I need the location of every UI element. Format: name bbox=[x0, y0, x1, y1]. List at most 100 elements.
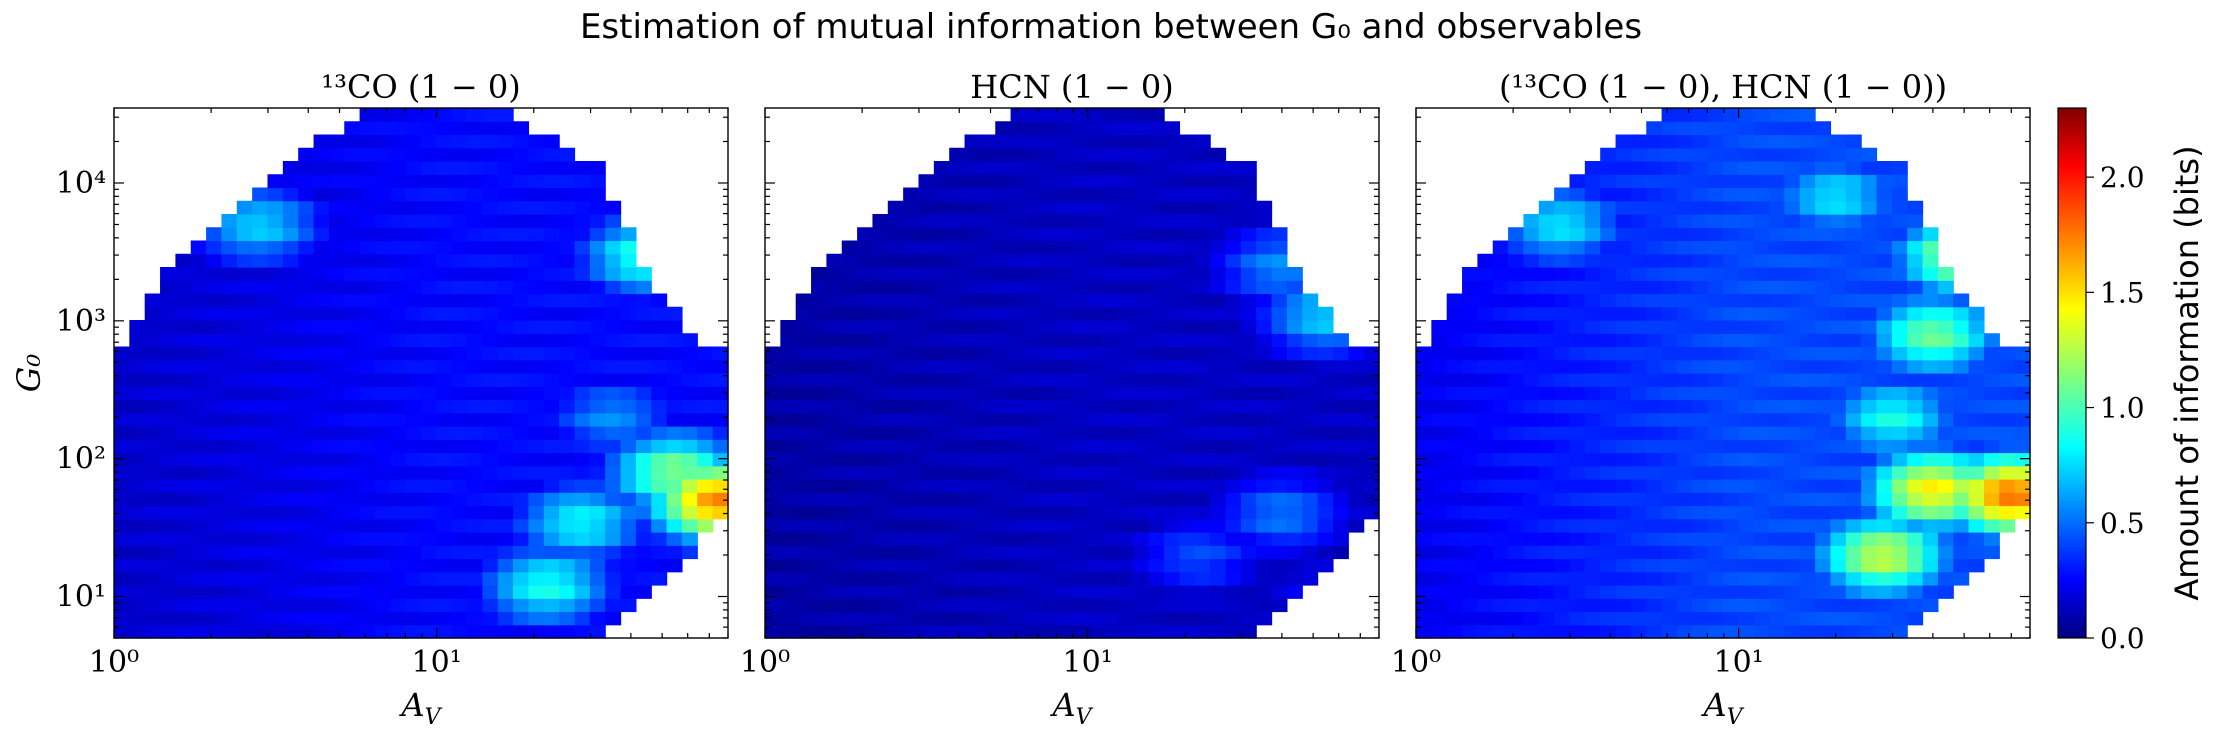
heatmap-cell bbox=[1431, 386, 1448, 401]
heatmap-cell bbox=[1723, 505, 1739, 520]
heatmap-cell bbox=[1738, 214, 1755, 228]
heatmap-cell bbox=[811, 505, 827, 520]
heatmap-cell bbox=[543, 598, 560, 613]
heatmap-cell bbox=[1164, 161, 1181, 175]
heatmap-cell bbox=[1569, 320, 1586, 334]
heatmap-cell bbox=[1225, 346, 1242, 361]
heatmap-cell bbox=[206, 492, 223, 507]
heatmap-cell bbox=[1707, 439, 1724, 454]
heatmap-cell bbox=[482, 518, 499, 533]
heatmap-cell bbox=[872, 545, 889, 560]
heatmap-cell bbox=[1210, 200, 1227, 215]
heatmap-cell bbox=[949, 479, 966, 493]
heatmap-cell bbox=[949, 240, 966, 255]
heatmap-cell bbox=[129, 624, 146, 639]
heatmap-cell bbox=[1830, 545, 1847, 560]
heatmap-cell bbox=[1194, 293, 1211, 308]
heatmap-cell bbox=[795, 306, 812, 321]
heatmap-cell bbox=[574, 426, 591, 440]
heatmap-cell bbox=[1661, 479, 1678, 493]
heatmap-cell bbox=[826, 439, 843, 454]
heatmap-cell bbox=[114, 545, 130, 560]
heatmap-cell bbox=[405, 280, 422, 295]
heatmap-cell bbox=[1876, 505, 1893, 520]
heatmap-cell bbox=[282, 465, 299, 480]
heatmap-cell bbox=[405, 426, 422, 440]
heatmap-cell bbox=[374, 280, 391, 295]
heatmap-cell bbox=[1830, 333, 1847, 348]
heatmap-cell bbox=[933, 280, 950, 295]
heatmap-cell bbox=[1431, 399, 1448, 414]
heatmap-cell bbox=[513, 611, 530, 626]
heatmap-cell bbox=[467, 346, 483, 361]
heatmap-cell bbox=[1523, 306, 1540, 321]
heatmap-cell bbox=[1569, 492, 1586, 507]
heatmap-cell bbox=[995, 359, 1012, 374]
heatmap-cell bbox=[1087, 518, 1104, 533]
heatmap-cell bbox=[1133, 293, 1150, 308]
heatmap-cell bbox=[328, 505, 345, 520]
heatmap-cell bbox=[390, 346, 407, 361]
heatmap-cell bbox=[1240, 386, 1257, 401]
heatmap-cell bbox=[436, 624, 453, 639]
heatmap-cell bbox=[344, 585, 361, 599]
heatmap-cell bbox=[826, 452, 843, 467]
heatmap-cell bbox=[1600, 452, 1617, 467]
heatmap-cell bbox=[681, 333, 698, 348]
heatmap-cell bbox=[1861, 359, 1878, 374]
heatmap-cell bbox=[903, 611, 920, 626]
heatmap-cell bbox=[1630, 624, 1647, 639]
heatmap-cell bbox=[1102, 492, 1119, 507]
heatmap-cell bbox=[811, 532, 827, 546]
heatmap-cell bbox=[1271, 479, 1288, 493]
heatmap-cell bbox=[1723, 479, 1739, 493]
heatmap-cell bbox=[190, 518, 207, 533]
heatmap-cell bbox=[918, 505, 935, 520]
heatmap-cell bbox=[482, 346, 499, 361]
heatmap-cell bbox=[559, 426, 576, 440]
heatmap-cell bbox=[190, 624, 207, 639]
heatmap-cell bbox=[765, 571, 781, 586]
heatmap-cell bbox=[1584, 280, 1601, 295]
heatmap-cell bbox=[857, 492, 874, 507]
heatmap-cell bbox=[1508, 293, 1525, 308]
x-axis-label: AV bbox=[1050, 686, 1094, 730]
heatmap-cell bbox=[933, 174, 950, 189]
heatmap-cell bbox=[1707, 134, 1724, 149]
heatmap-cell bbox=[421, 452, 437, 467]
heatmap-cell bbox=[1876, 439, 1893, 454]
heatmap-cell bbox=[1615, 426, 1632, 440]
heatmap-cell bbox=[765, 452, 781, 467]
heatmap-cell bbox=[236, 465, 253, 480]
heatmap-cell bbox=[1815, 346, 1832, 361]
heatmap-cell bbox=[1676, 598, 1693, 613]
heatmap-cell bbox=[451, 465, 468, 480]
heatmap-cell bbox=[903, 293, 920, 308]
heatmap-cell bbox=[933, 598, 950, 613]
heatmap-cell bbox=[175, 545, 192, 560]
heatmap-cell bbox=[1815, 134, 1832, 149]
heatmap-cell bbox=[497, 174, 514, 189]
heatmap-cell bbox=[1554, 598, 1571, 613]
heatmap-cell bbox=[1630, 333, 1647, 348]
heatmap-cell bbox=[1179, 479, 1196, 493]
heatmap-cell bbox=[559, 386, 576, 401]
heatmap-cell bbox=[1194, 227, 1211, 242]
heatmap-cell bbox=[328, 624, 345, 639]
heatmap-cell bbox=[1692, 558, 1709, 573]
heatmap-cell bbox=[1317, 399, 1334, 414]
heatmap-cell bbox=[651, 439, 668, 454]
heatmap-cell bbox=[1210, 439, 1227, 454]
heatmap-cell bbox=[620, 293, 637, 308]
heatmap-cell bbox=[1477, 373, 1494, 387]
heatmap-cell bbox=[1784, 108, 1801, 122]
heatmap-cell bbox=[903, 545, 920, 560]
heatmap-cell bbox=[1707, 293, 1724, 308]
heatmap-cell bbox=[1102, 293, 1119, 308]
heatmap-cell bbox=[1646, 121, 1663, 136]
heatmap-cell bbox=[144, 532, 161, 546]
heatmap-cell bbox=[1861, 174, 1878, 189]
heatmap-cell bbox=[1148, 505, 1165, 520]
heatmap-cell bbox=[1937, 426, 1954, 440]
heatmap-cell bbox=[1164, 518, 1181, 533]
